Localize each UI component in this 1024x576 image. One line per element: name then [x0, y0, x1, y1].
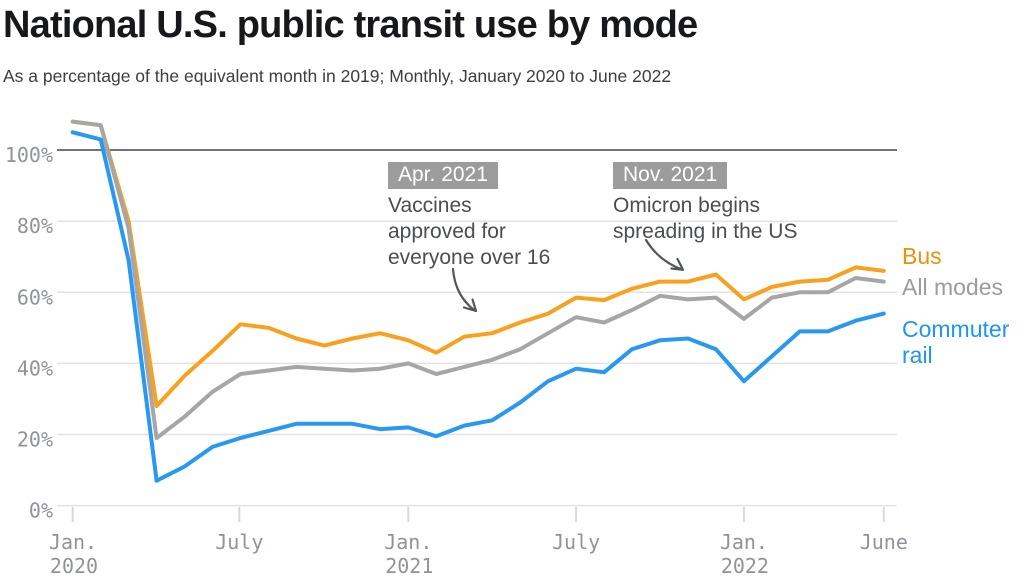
annotation-nov-text: Omicron begins spreading in the US: [613, 193, 797, 245]
y-tick-80: 80%: [17, 214, 53, 238]
y-axis-labels: 100% 80% 60% 40% 20% 0%: [5, 143, 53, 523]
annotation-nov-line1: Omicron begins: [613, 194, 761, 217]
x-tick-jan2022-year: 2022: [721, 554, 769, 576]
legend-label-all-modes: All modes: [902, 274, 1003, 300]
x-tick-jun2022: June: [860, 530, 908, 554]
x-tick-jan2021-year: 2021: [385, 554, 433, 576]
line-bus: [70, 119, 886, 408]
x-tick-jul2021: July: [552, 530, 600, 554]
annotation-apr-text: Vaccines approved for everyone over 16: [388, 193, 550, 271]
line-all-modes: [70, 119, 886, 440]
line-commuter-rail: [70, 130, 886, 483]
nov-annotation-arrow-icon: [644, 238, 685, 271]
x-tick-jan2020-year: 2020: [50, 554, 98, 576]
annotation-apr-line1: Vaccines: [388, 194, 472, 217]
annotation-apr-badge: Apr. 2021: [388, 162, 498, 189]
y-tick-60: 60%: [17, 285, 53, 309]
x-tick-jul2020: July: [215, 530, 263, 554]
y-tick-0: 0%: [29, 499, 53, 523]
x-tick-jan2020-month: Jan.: [49, 530, 97, 554]
y-tick-40: 40%: [17, 356, 53, 380]
annotation-apr-line3: everyone over 16: [388, 246, 551, 269]
y-tick-20: 20%: [17, 428, 53, 452]
annotation-nov-badge: Nov. 2021: [613, 162, 728, 189]
page-title: National U.S. public transit use by mode: [3, 4, 698, 46]
legend-label-bus: Bus: [902, 243, 942, 269]
legend-label-commuter-rail: Commuter rail: [902, 316, 1010, 368]
x-axis-labels: Jan. 2020 July Jan. 2021 July Jan. 2022 …: [49, 530, 908, 576]
annotation-apr-2021: Apr. 2021 Vaccines approved for everyone…: [388, 162, 550, 271]
series-lines: [70, 119, 886, 483]
annotation-nov-line2: spreading in the US: [613, 220, 798, 243]
annotation-arrows: [451, 238, 685, 313]
annotation-nov-2021: Nov. 2021 Omicron begins spreading in th…: [613, 162, 797, 245]
x-tick-jan2022-month: Jan.: [720, 530, 768, 554]
x-tick-jan2021-month: Jan.: [384, 530, 432, 554]
annotation-apr-line2: approved for: [388, 220, 506, 243]
x-axis-tickmarks: [71, 507, 885, 522]
apr-annotation-arrow-icon: [451, 267, 478, 313]
chart-subtitle: As a percentage of the equivalent month …: [3, 66, 672, 86]
y-tick-100: 100%: [5, 143, 53, 167]
